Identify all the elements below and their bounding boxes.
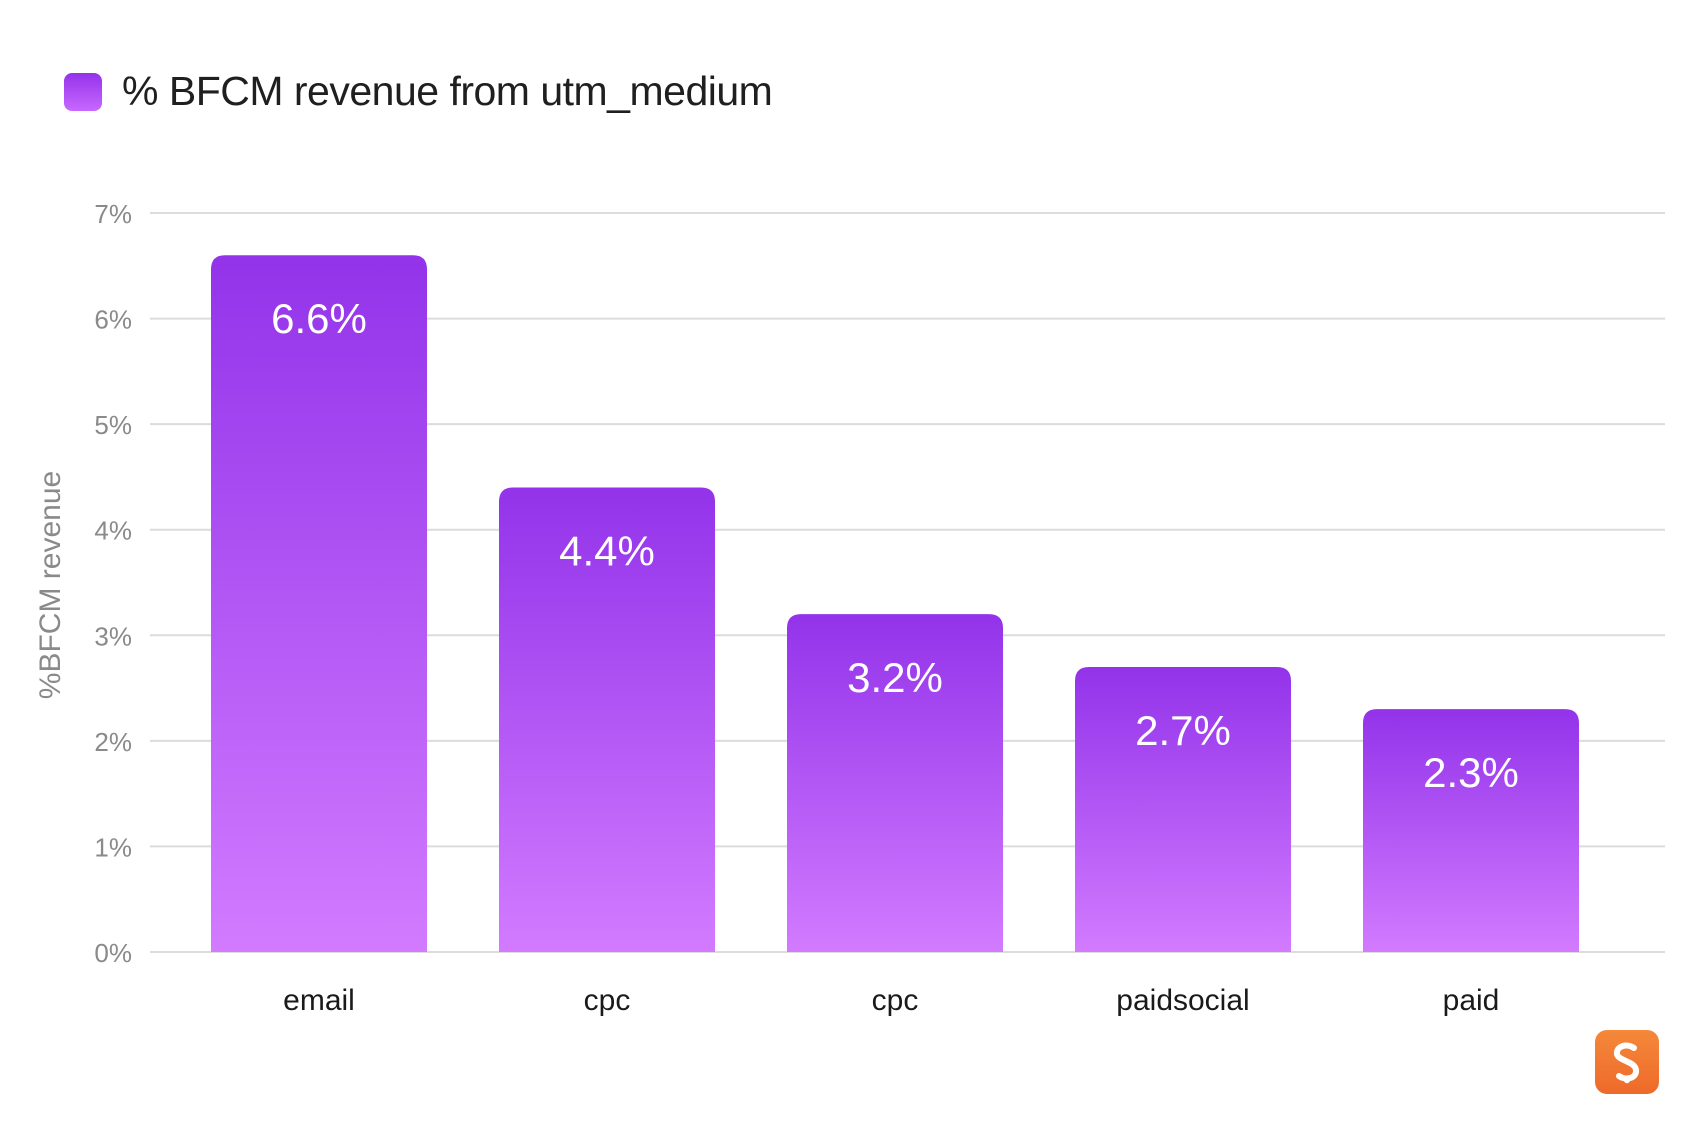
bars (211, 255, 1579, 952)
data-label: 3.2% (847, 654, 943, 701)
y-tick-label: 1% (94, 832, 132, 862)
legend-label: % BFCM revenue from utm_medium (122, 68, 773, 114)
x-axis-ticks: email cpc cpc paidsocial paid (283, 984, 1499, 1017)
y-axis-title: %BFCM revenue (34, 471, 67, 699)
y-tick-label: 6% (94, 305, 132, 335)
data-label: 4.4% (559, 527, 655, 574)
x-tick-label: cpc (872, 984, 919, 1017)
y-axis-ticks: 0% 1% 2% 3% 4% 5% 6% 7% (94, 199, 132, 968)
bar (787, 614, 1003, 952)
brand-logo-icon (1614, 1042, 1639, 1084)
y-tick-label: 0% (94, 938, 132, 968)
x-tick-label: cpc (584, 984, 631, 1017)
y-tick-label: 4% (94, 516, 132, 546)
data-labels: 6.6% 4.4% 3.2% 2.7% 2.3% (271, 295, 1519, 796)
x-tick-label: paid (1443, 984, 1500, 1017)
bar (499, 487, 715, 952)
y-tick-label: 7% (94, 199, 132, 229)
brand-logo (1595, 1030, 1659, 1094)
data-label: 2.3% (1423, 749, 1519, 796)
x-tick-label: email (283, 984, 355, 1017)
y-tick-label: 3% (94, 621, 132, 651)
x-tick-label: paidsocial (1116, 984, 1249, 1017)
legend: % BFCM revenue from utm_medium (64, 68, 773, 115)
data-label: 6.6% (271, 295, 367, 342)
bar (1363, 709, 1579, 952)
legend-swatch (64, 72, 102, 111)
y-tick-label: 2% (94, 727, 132, 757)
bar (1075, 666, 1291, 952)
bar (211, 255, 427, 952)
data-label: 2.7% (1135, 707, 1231, 754)
y-tick-label: 5% (94, 410, 132, 440)
